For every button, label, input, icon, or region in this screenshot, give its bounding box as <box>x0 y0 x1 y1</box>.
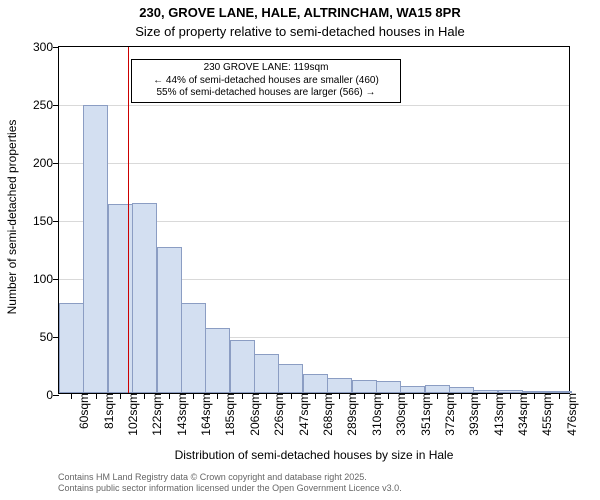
annotation-line: 230 GROVE LANE: 119sqm <box>138 62 394 75</box>
annotation-line: 55% of semi-detached houses are larger (… <box>138 87 394 100</box>
ytick-label: 50 <box>40 330 59 344</box>
histogram-bar <box>303 374 328 393</box>
ytick-label: 100 <box>33 272 59 286</box>
xtick-mark <box>71 393 72 399</box>
xtick-mark <box>413 393 414 399</box>
gridline <box>59 105 569 106</box>
xtick-mark <box>120 393 121 399</box>
xtick-label: 164sqm <box>197 393 213 436</box>
ytick-label: 300 <box>33 40 59 54</box>
xtick-mark <box>388 393 389 399</box>
xtick-label: 393sqm <box>465 393 481 436</box>
xtick-mark <box>559 393 560 399</box>
xtick-label: 434sqm <box>514 393 530 436</box>
histogram-bar <box>376 381 401 393</box>
histogram-bar <box>400 386 425 393</box>
histogram-bar <box>352 380 377 393</box>
plot-area: 05010015020025030060sqm81sqm102sqm122sqm… <box>58 46 570 394</box>
histogram-bar <box>278 364 303 393</box>
footer-line-2: Contains public sector information licen… <box>58 483 402 494</box>
footer-line-1: Contains HM Land Registry data © Crown c… <box>58 472 402 483</box>
xtick-label: 122sqm <box>148 393 164 436</box>
xtick-label: 372sqm <box>441 393 457 436</box>
ytick-label: 250 <box>33 98 59 112</box>
xtick-label: 247sqm <box>295 393 311 436</box>
histogram-bar <box>230 340 255 393</box>
xtick-mark <box>169 393 170 399</box>
xtick-mark <box>217 393 218 399</box>
xtick-mark <box>242 393 243 399</box>
histogram-bar <box>254 354 279 393</box>
xtick-label: 226sqm <box>270 393 286 436</box>
histogram-bar <box>425 385 450 393</box>
xtick-label: 476sqm <box>563 393 579 436</box>
xtick-mark <box>534 393 535 399</box>
xtick-mark <box>291 393 292 399</box>
histogram-bar <box>181 303 206 393</box>
xtick-label: 413sqm <box>490 393 506 436</box>
histogram-bar <box>132 203 157 393</box>
xtick-mark <box>193 393 194 399</box>
xtick-label: 330sqm <box>392 393 408 436</box>
xtick-label: 143sqm <box>173 393 189 436</box>
histogram-chart: 230, GROVE LANE, HALE, ALTRINCHAM, WA15 … <box>0 0 600 500</box>
histogram-bar <box>83 105 108 393</box>
xtick-mark <box>96 393 97 399</box>
x-axis-label: Distribution of semi-detached houses by … <box>58 448 570 462</box>
xtick-label: 268sqm <box>319 393 335 436</box>
xtick-label: 206sqm <box>246 393 262 436</box>
chart-footer: Contains HM Land Registry data © Crown c… <box>58 472 402 494</box>
xtick-label: 60sqm <box>75 393 91 429</box>
reference-line <box>128 47 129 393</box>
xtick-label: 351sqm <box>417 393 433 436</box>
ytick-label: 200 <box>33 156 59 170</box>
ytick-label: 150 <box>33 214 59 228</box>
xtick-mark <box>339 393 340 399</box>
histogram-bar <box>59 303 84 393</box>
xtick-label: 310sqm <box>368 393 384 436</box>
xtick-label: 455sqm <box>538 393 554 436</box>
chart-title: 230, GROVE LANE, HALE, ALTRINCHAM, WA15 … <box>0 5 600 20</box>
xtick-label: 102sqm <box>124 393 140 436</box>
histogram-bar <box>205 328 230 393</box>
xtick-mark <box>437 393 438 399</box>
gridline <box>59 163 569 164</box>
xtick-mark <box>144 393 145 399</box>
annotation-line: ← 44% of semi-detached houses are smalle… <box>138 75 394 88</box>
xtick-label: 289sqm <box>343 393 359 436</box>
xtick-mark <box>364 393 365 399</box>
y-axis-label: Number of semi-detached properties <box>5 97 19 337</box>
histogram-bar <box>327 378 352 393</box>
xtick-mark <box>486 393 487 399</box>
annotation-box: 230 GROVE LANE: 119sqm← 44% of semi-deta… <box>131 59 401 103</box>
xtick-mark <box>461 393 462 399</box>
ytick-label: 0 <box>46 388 59 402</box>
xtick-mark <box>315 393 316 399</box>
xtick-label: 185sqm <box>221 393 237 436</box>
xtick-label: 81sqm <box>100 393 116 429</box>
xtick-mark <box>266 393 267 399</box>
xtick-mark <box>510 393 511 399</box>
chart-subtitle: Size of property relative to semi-detach… <box>0 24 600 39</box>
histogram-bar <box>157 247 182 393</box>
